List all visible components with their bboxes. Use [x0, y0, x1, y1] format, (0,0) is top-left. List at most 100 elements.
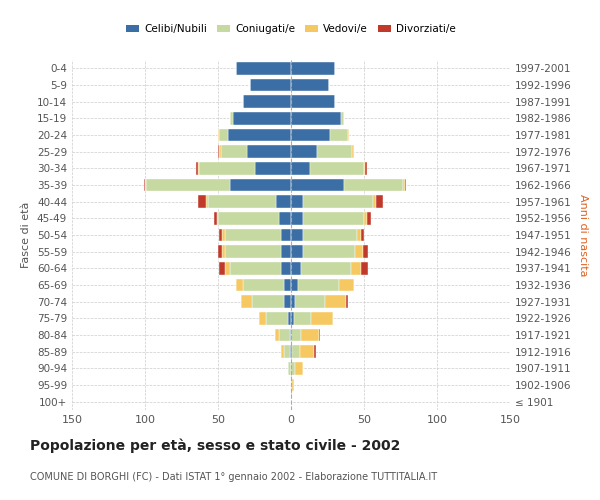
Bar — [146, 179, 230, 191]
Bar — [373, 196, 376, 208]
Bar — [280, 212, 291, 224]
Bar — [277, 196, 291, 208]
Bar — [284, 296, 291, 308]
Bar — [291, 329, 301, 341]
Bar — [230, 262, 281, 274]
Bar — [294, 312, 311, 324]
Bar — [223, 229, 226, 241]
Bar — [143, 179, 145, 191]
Bar — [300, 346, 314, 358]
Bar — [351, 262, 361, 274]
Bar — [356, 229, 361, 241]
Bar — [236, 279, 243, 291]
Bar — [288, 312, 291, 324]
Bar — [292, 346, 300, 358]
Bar — [367, 212, 371, 224]
Bar — [302, 196, 373, 208]
Bar — [226, 262, 230, 274]
Bar — [220, 146, 221, 158]
Bar — [301, 329, 319, 341]
Bar — [291, 112, 341, 124]
Bar — [284, 346, 290, 358]
Bar — [302, 246, 355, 258]
Bar — [196, 162, 197, 174]
Legend: Celibi/Nubili, Coniugati/e, Vedovi/e, Divorziati/e: Celibi/Nubili, Coniugati/e, Vedovi/e, Di… — [122, 20, 460, 38]
Bar — [281, 262, 291, 274]
Bar — [254, 162, 291, 174]
Bar — [364, 162, 365, 174]
Bar — [291, 312, 294, 324]
Bar — [361, 262, 368, 274]
Bar — [311, 312, 334, 324]
Bar — [362, 246, 368, 258]
Bar — [230, 179, 291, 191]
Bar — [247, 146, 291, 158]
Bar — [339, 279, 354, 291]
Bar — [314, 346, 316, 358]
Bar — [317, 146, 352, 158]
Bar — [218, 128, 220, 141]
Bar — [291, 229, 302, 241]
Bar — [208, 196, 277, 208]
Y-axis label: Anni di nascita: Anni di nascita — [578, 194, 588, 276]
Bar — [290, 346, 291, 358]
Bar — [220, 128, 228, 141]
Bar — [291, 179, 344, 191]
Y-axis label: Fasce di età: Fasce di età — [22, 202, 31, 268]
Bar — [348, 128, 349, 141]
Bar — [291, 346, 292, 358]
Bar — [291, 78, 329, 91]
Bar — [295, 296, 325, 308]
Bar — [281, 246, 291, 258]
Bar — [220, 229, 223, 241]
Bar — [325, 296, 346, 308]
Bar — [302, 229, 357, 241]
Bar — [291, 246, 302, 258]
Bar — [295, 362, 302, 374]
Bar — [355, 246, 362, 258]
Bar — [251, 296, 284, 308]
Bar — [223, 246, 226, 258]
Bar — [291, 146, 317, 158]
Bar — [344, 179, 403, 191]
Bar — [403, 179, 405, 191]
Bar — [259, 312, 266, 324]
Text: Popolazione per età, sesso e stato civile - 2002: Popolazione per età, sesso e stato civil… — [30, 438, 400, 453]
Bar — [266, 312, 288, 324]
Bar — [241, 296, 251, 308]
Bar — [243, 279, 284, 291]
Bar — [364, 212, 367, 224]
Bar — [302, 212, 364, 224]
Bar — [291, 262, 301, 274]
Bar — [236, 62, 291, 74]
Bar — [291, 62, 335, 74]
Bar — [145, 179, 146, 191]
Bar — [376, 196, 383, 208]
Bar — [301, 262, 351, 274]
Bar — [291, 96, 335, 108]
Bar — [230, 112, 233, 124]
Bar — [292, 379, 294, 391]
Bar — [199, 162, 254, 174]
Bar — [341, 112, 344, 124]
Bar — [218, 212, 280, 224]
Bar — [220, 262, 226, 274]
Bar — [280, 329, 290, 341]
Bar — [298, 279, 339, 291]
Bar — [225, 229, 281, 241]
Bar — [275, 329, 280, 341]
Bar — [291, 379, 292, 391]
Bar — [233, 112, 291, 124]
Bar — [206, 196, 208, 208]
Bar — [217, 212, 218, 224]
Bar — [291, 128, 331, 141]
Bar — [197, 162, 199, 174]
Bar — [228, 128, 291, 141]
Bar — [288, 362, 291, 374]
Bar — [281, 229, 291, 241]
Bar — [310, 162, 364, 174]
Bar — [218, 246, 223, 258]
Bar — [221, 146, 247, 158]
Bar — [225, 246, 281, 258]
Bar — [361, 229, 364, 241]
